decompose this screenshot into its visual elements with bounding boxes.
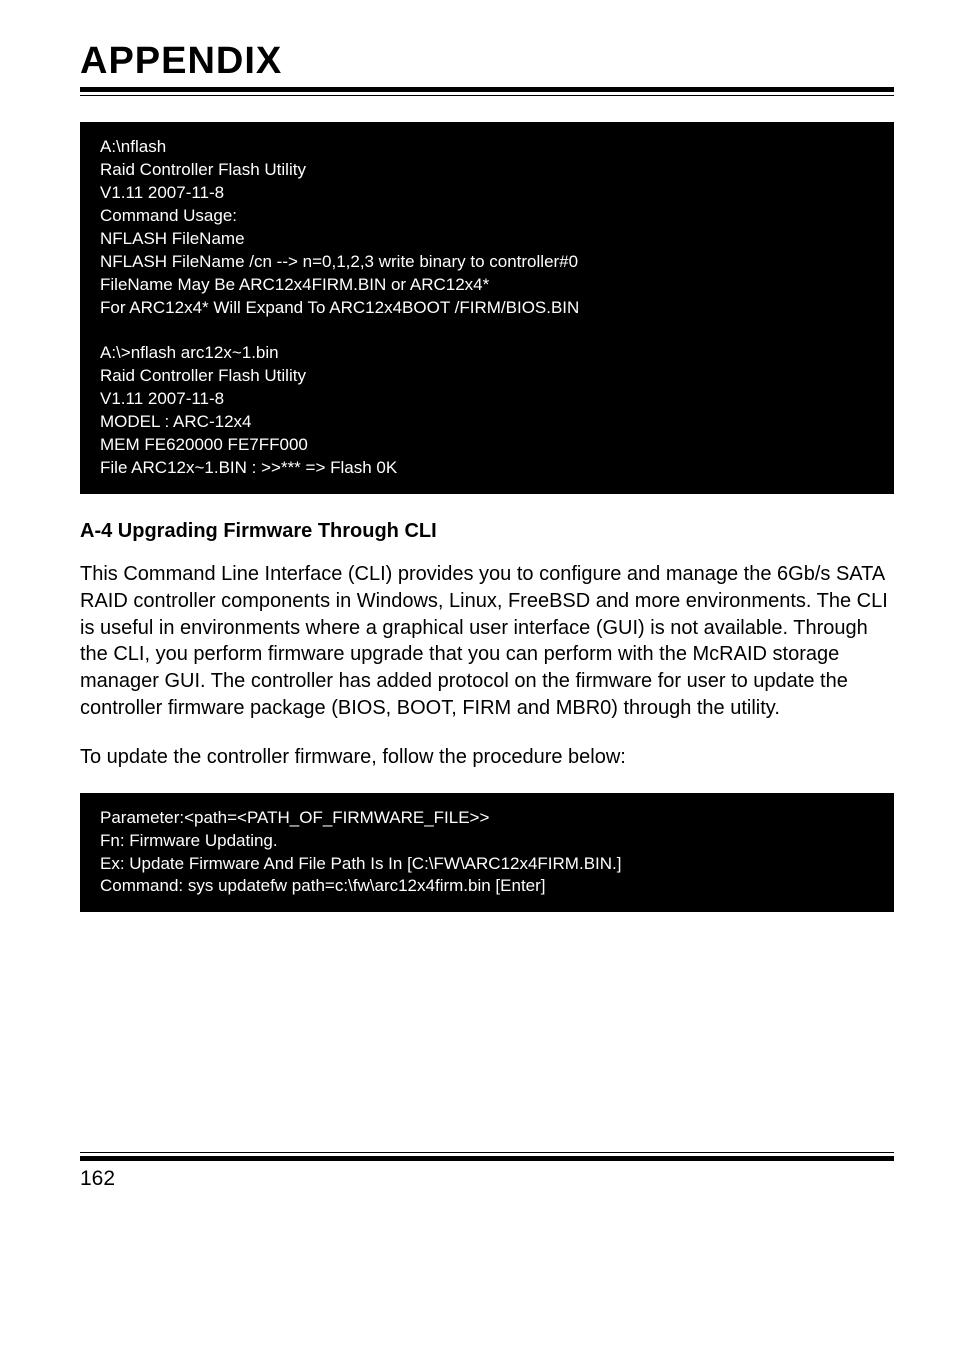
code-line: For ARC12x4* Will Expand To ARC12x4BOOT … xyxy=(100,298,579,317)
code-line: File ARC12x~1.BIN : >>*** => Flash 0K xyxy=(100,458,397,477)
code-line: Ex: Update Firmware And File Path Is In … xyxy=(100,854,621,873)
code-block-nflash: A:\nflash Raid Controller Flash Utility … xyxy=(80,122,894,494)
code-line: FileName May Be ARC12x4FIRM.BIN or ARC12… xyxy=(100,275,489,294)
code-line: Command: sys updatefw path=c:\fw\arc12x4… xyxy=(100,876,546,895)
code-block-cli: Parameter:<path=<PATH_OF_FIRMWARE_FILE>>… xyxy=(80,793,894,913)
code-line: Raid Controller Flash Utility xyxy=(100,160,306,179)
code-line: NFLASH FileName xyxy=(100,229,245,248)
code-line: Raid Controller Flash Utility xyxy=(100,366,306,385)
body-paragraph: This Command Line Interface (CLI) provid… xyxy=(80,561,894,722)
body-paragraph: To update the controller firmware, follo… xyxy=(80,744,894,771)
page-title: APPENDIX xyxy=(80,40,894,83)
code-line: A:\>nflash arc12x~1.bin xyxy=(100,343,279,362)
code-line: Command Usage: xyxy=(100,206,237,225)
page-number: 162 xyxy=(80,1167,894,1191)
code-line: NFLASH FileName /cn --> n=0,1,2,3 write … xyxy=(100,252,578,271)
footer-rule-thin xyxy=(80,1152,894,1153)
code-line: MODEL : ARC-12x4 xyxy=(100,412,251,431)
section-heading: A-4 Upgrading Firmware Through CLI xyxy=(80,520,894,543)
header-rule-thick xyxy=(80,87,894,92)
code-line: A:\nflash xyxy=(100,137,166,156)
footer: 162 xyxy=(80,1152,894,1191)
code-line: MEM FE620000 FE7FF000 xyxy=(100,435,308,454)
footer-rule-thick xyxy=(80,1156,894,1161)
code-line: Parameter:<path=<PATH_OF_FIRMWARE_FILE>> xyxy=(100,808,489,827)
code-line: Fn: Firmware Updating. xyxy=(100,831,278,850)
code-line: V1.11 2007-11-8 xyxy=(100,183,224,202)
code-line: V1.11 2007-11-8 xyxy=(100,389,224,408)
header-rule-thin xyxy=(80,95,894,96)
